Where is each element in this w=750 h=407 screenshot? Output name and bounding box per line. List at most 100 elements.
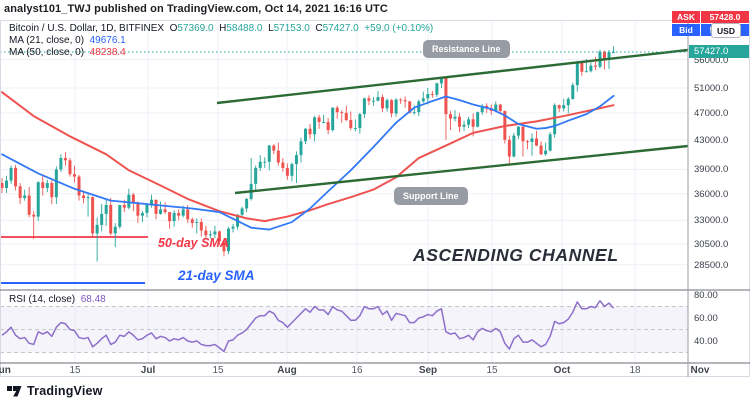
candle-body: [163, 209, 167, 213]
moving-averages: [1, 91, 615, 231]
last-price-badge: 57427.0: [689, 45, 749, 59]
candle-body: [118, 204, 122, 227]
support-trendline: [234, 144, 689, 195]
time-tick-label: 16: [351, 365, 363, 376]
price-tick-label: 30500.0: [694, 239, 729, 251]
drawn-segments[interactable]: [0, 236, 148, 284]
candle-body: [177, 212, 181, 216]
candle-body: [385, 100, 389, 109]
resistance-line-callout[interactable]: Resistance Line: [423, 40, 510, 58]
open-label: O: [169, 23, 178, 34]
candle-body: [367, 98, 371, 101]
close-value: 57427.0: [322, 23, 359, 34]
change-value: +59.0 (+0.10%): [364, 23, 434, 34]
ma21-row[interactable]: MA (21, close, 0) 49676.1: [9, 35, 433, 46]
resistance-trendline: [216, 48, 689, 105]
candle-body: [267, 145, 271, 162]
candle-body: [448, 114, 452, 119]
ask-label-badge: ASK: [672, 11, 700, 23]
candle-body: [263, 161, 267, 163]
currency-badge[interactable]: USD: [711, 23, 741, 38]
ma50-label: MA (50, close, 0): [9, 47, 85, 58]
candle-body: [548, 134, 552, 151]
candle-body: [109, 204, 113, 234]
candle-body: [476, 112, 480, 127]
ma50-value: 48238.4: [89, 47, 126, 58]
ma21-label: MA (21, close, 0): [9, 35, 85, 46]
time-tick-label: Sep: [418, 365, 438, 376]
candle-body: [41, 182, 45, 188]
candle-body: [32, 214, 36, 217]
candle-body: [313, 117, 317, 135]
candle-body: [566, 98, 570, 106]
grid-lines: [0, 20, 688, 363]
candle-body: [258, 161, 262, 168]
candle-body: [593, 65, 597, 67]
candle-body: [589, 65, 593, 72]
candle-body: [467, 119, 471, 125]
candle-body: [77, 176, 81, 196]
ma50-line: [1, 91, 615, 223]
candle-body: [371, 100, 375, 102]
candle-body: [190, 219, 194, 223]
time-tick-label: Oct: [553, 365, 571, 376]
candle-body: [272, 145, 276, 151]
low-value: 57153.0: [273, 23, 310, 34]
candle-body: [421, 98, 425, 102]
candle-body: [0, 183, 4, 188]
candle-body: [403, 100, 407, 102]
candle-body: [14, 167, 18, 187]
candle-body: [525, 141, 529, 143]
tradingview-footer-logo[interactable]: TradingView: [7, 383, 103, 398]
candle-body: [18, 186, 22, 199]
candle-body: [304, 128, 308, 142]
candle-body: [571, 85, 575, 99]
open-value: 57369.0: [177, 23, 214, 34]
candle-body: [213, 231, 217, 235]
publish-header: analyst101_TWJ published on TradingView.…: [4, 3, 388, 15]
price-tick-label: 47000.0: [694, 107, 729, 119]
candle-body: [602, 51, 606, 60]
candle-body: [104, 204, 108, 214]
candle-body: [521, 126, 525, 142]
candle-body: [168, 212, 172, 222]
candle-body: [172, 212, 176, 222]
candle-body: [136, 202, 140, 216]
time-tick-label: Aug: [277, 365, 297, 376]
price-tick-label: 56000.0: [694, 54, 729, 66]
price-tick-label: 51000.0: [694, 83, 729, 95]
sma50-text-annotation[interactable]: 50-day SMA: [158, 236, 229, 250]
candlesticks: [0, 46, 616, 262]
rsi-legend[interactable]: RSI (14, close) 68.48: [9, 294, 106, 305]
close-label: C: [315, 23, 323, 34]
candle-body: [308, 128, 312, 135]
candle-body: [9, 167, 13, 181]
ma50-row[interactable]: MA (50, close, 0) 48238.4: [9, 47, 433, 58]
candle-body: [27, 195, 31, 215]
ascending-channel-lines[interactable]: [216, 48, 689, 195]
candle-body: [95, 224, 99, 234]
sma21-text-annotation[interactable]: 21-day SMA: [178, 268, 255, 283]
candle-body: [381, 97, 385, 109]
candle-body: [59, 158, 63, 170]
ascending-channel-text[interactable]: ASCENDING CHANNEL: [413, 245, 619, 265]
candle-body: [159, 209, 163, 214]
price-tick-label: 28500.0: [694, 259, 729, 271]
candle-body: [412, 112, 416, 114]
candle-body: [181, 209, 185, 216]
support-line-callout[interactable]: Support Line: [394, 187, 468, 205]
candle-body: [394, 99, 398, 114]
candle-body: [154, 199, 158, 214]
price-tick-label: 33000.0: [694, 215, 729, 227]
candle-body: [186, 209, 190, 220]
symbol-ohlc-row[interactable]: Bitcoin / U.S. Dollar, 1D, BITFINEX O573…: [9, 23, 433, 34]
resistance-callout-text: Resistance Line: [432, 44, 501, 54]
candle-body: [140, 212, 144, 216]
candle-body: [131, 194, 135, 203]
candle-body: [335, 107, 339, 113]
time-tick-label: 15: [69, 365, 81, 376]
chart-legend: Bitcoin / U.S. Dollar, 1D, BITFINEX O573…: [9, 23, 433, 59]
bid-label-badge: Bid: [672, 24, 700, 36]
candle-body: [86, 197, 90, 199]
